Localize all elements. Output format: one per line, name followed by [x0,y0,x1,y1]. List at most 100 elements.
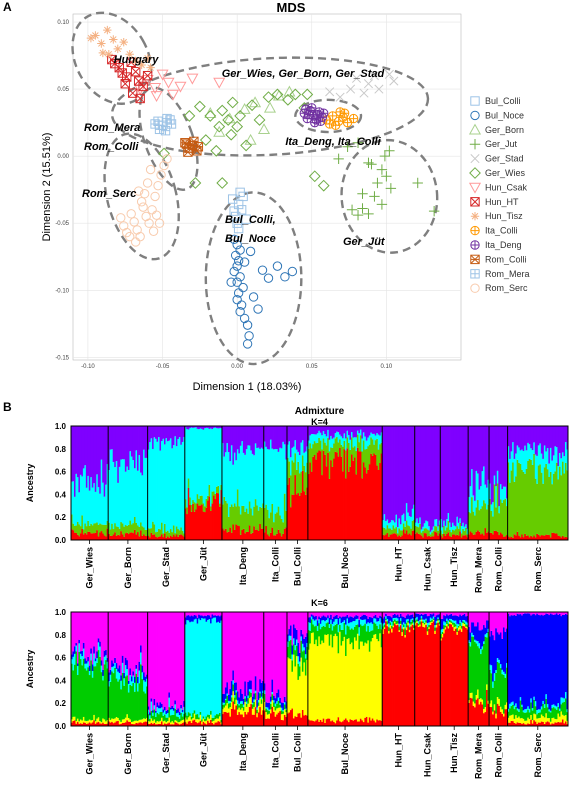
admix-k6-segment-1 [274,716,277,726]
admix-k6-segment-2 [462,623,465,626]
admix-k6-segment-4 [230,695,233,698]
admix-k6-segment-2 [271,700,274,707]
admix-k4-segment-2 [537,465,540,535]
admix-k6-segment-6 [189,612,192,617]
admix-k4-segment-4 [417,426,420,524]
admix-k6-segment-1 [141,723,144,726]
admix-k6-segment-2 [172,722,175,725]
admix-k4-segment-4 [540,426,543,454]
admix-k4-segment-1 [555,533,558,540]
admix-k4-segment-2 [183,533,186,537]
admix-k6-segment-2 [328,645,331,719]
admix-k4-segment-1 [546,534,549,540]
admix-k6-segment-6 [431,612,434,615]
admix-k6-segment-6 [462,612,465,615]
admix-k6-segment-2 [531,720,534,724]
admix-k4-segment-1 [184,508,187,540]
admix-k6-segment-4 [353,621,356,627]
admix-k4-segment-2 [386,525,389,534]
admix-k6-segment-3 [428,624,431,628]
admix-k4-segment-3 [469,486,472,514]
admix-k4-segment-4 [214,426,217,428]
admix-k4-segment-2 [373,444,376,454]
admix-k6-segment-1 [319,719,322,726]
admix-k6-segment-6 [358,612,361,621]
admix-k6-segment-6 [483,612,485,626]
admix-k6-segment-6 [94,612,97,659]
admix-k6-segment-5 [300,629,303,637]
admix-k4-segment-1 [268,536,271,540]
admix-k6-segment-3 [73,664,76,717]
admix-k6-segment-3 [223,704,226,708]
admix-k6-segment-2 [348,638,350,723]
admix-k4-segment-4 [93,426,96,484]
admix-k6-segment-2 [257,705,260,713]
admix-k6-segment-3 [504,677,507,705]
admix-k4-segment-4 [492,426,495,503]
admix-k4-segment-1 [78,536,81,540]
admix-k6-segment-5 [364,615,367,620]
admix-k6-segment-3 [163,714,166,721]
mds-point-bul-noce [233,256,244,266]
admix-k4-segment-2 [518,462,521,536]
admix-k4-segment-2 [310,448,313,472]
admix-k6-segment-3 [79,659,82,720]
admix-k6-segment-3 [208,714,211,719]
admix-k6-segment-3 [127,692,130,718]
admix-k6-segment-1 [434,633,437,726]
admix-k6-segment-1 [318,721,321,726]
admix-k4-segment-2 [432,530,435,537]
admix-k6-segment-6 [419,612,422,615]
admix-k6-segment-5 [132,671,135,676]
admix-k4-segment-2 [143,527,146,535]
admix-k6-segment-3 [449,620,451,623]
admix-k6-segment-6 [192,612,195,617]
admix-k6-segment-2 [300,657,303,718]
admix-k6-segment-2 [216,718,218,723]
admix-k6-segment-1 [159,723,162,726]
admix-k4-segment-1 [481,533,484,540]
admix-k4-segment-2 [356,434,359,448]
admix-k6-segment-1 [542,721,545,726]
admix-k6-segment-6 [368,612,371,617]
mds-point-ger-jut [376,199,388,210]
admix-k6-segment-5 [435,615,438,621]
mds-point-ita-colli [348,113,359,124]
mds-point-ger-wies [253,114,266,126]
admix-k4-segment-2 [352,447,355,461]
admix-k6-segment-3 [276,703,279,709]
admix-k4-segment-3 [334,433,337,439]
admix-k6-segment-6 [356,612,359,616]
admix-k4-segment-1 [453,534,456,540]
admix-k6-segment-2 [202,718,205,722]
admix-k6-segment-4 [396,618,399,621]
admix-k6-segment-5 [282,702,285,711]
admix-k6-segment-4 [88,670,91,676]
admix-k6-segment-6 [563,612,566,615]
admix-k6-segment-3 [193,710,196,714]
admix-k4-segment-1 [72,530,75,540]
admix-k4-segment-4 [539,426,542,444]
admix-k4-segment-4 [186,426,189,430]
admix-k4-segment-3 [304,451,307,473]
admix-k6-segment-5 [217,615,220,622]
admix-k4-segment-3 [487,479,490,505]
admix-k4-segment-2 [425,528,428,534]
admix-k6-segment-3 [364,623,367,643]
admix-k6-segment-1 [193,719,196,726]
admix-k6-segment-3 [492,687,495,712]
admix-k4-segment-1 [443,533,446,540]
admix-k6-segment-4 [313,620,316,627]
admix-k4-segment-2 [242,505,245,529]
admix-k6-segment-4 [407,618,410,621]
admix-k4-segment-2 [472,511,475,535]
admix-k6-segment-6 [566,612,569,615]
admix-k6-segment-6 [528,612,531,614]
admix-k6-segment-4 [385,616,388,619]
admix-k6-segment-2 [135,720,138,723]
admix-k4-segment-4 [353,426,356,438]
admix-k6-segment-4 [438,619,441,622]
admix-k6-segment-4 [477,641,479,647]
admix-k6-segment-2 [94,721,97,724]
admix-k6-segment-3 [204,718,207,722]
